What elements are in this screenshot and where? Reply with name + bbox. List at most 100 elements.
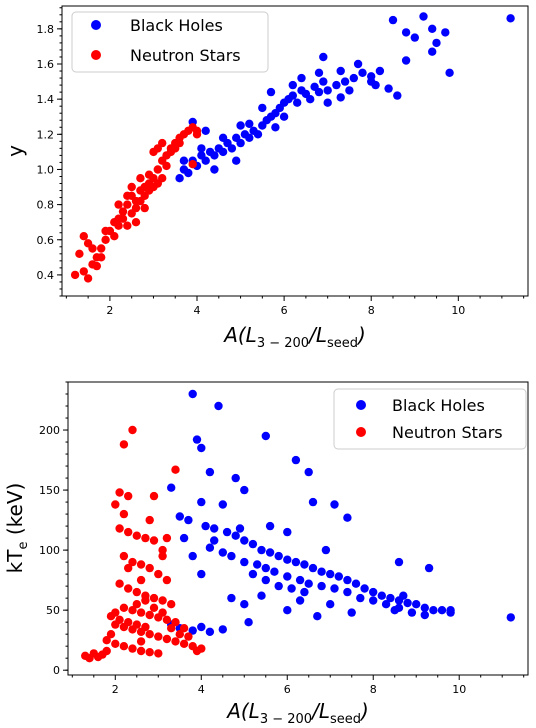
- bottom-point-neutron-stars-7: [145, 515, 154, 525]
- top-point-black-holes-56: [384, 84, 393, 93]
- bottom-point-neutron-stars-14: [119, 551, 129, 561]
- bottom-point-black-holes-57: [317, 581, 326, 591]
- bottom-point-black-holes-73: [197, 622, 206, 632]
- bottom-point-black-holes-38: [377, 591, 386, 600]
- bottom-point-neutron-stars-28: [128, 606, 137, 615]
- top-xtick-label-6: 6: [281, 304, 288, 317]
- bottom-point-black-holes-30: [308, 563, 318, 573]
- bottom-point-black-holes-9: [240, 485, 249, 495]
- bottom-xtick-label-4: 4: [198, 683, 205, 696]
- top-point-neutron-stars-37: [131, 203, 141, 213]
- bottom-point-black-holes-37: [369, 587, 378, 597]
- top-point-black-holes-58: [401, 56, 411, 65]
- top-point-black-holes-52: [297, 73, 306, 83]
- bottom-point-black-holes-12: [218, 500, 227, 509]
- bottom-point-neutron-stars-47: [124, 618, 133, 627]
- top-plot-ylabel: y: [3, 145, 27, 157]
- top-point-black-holes-60: [401, 28, 411, 37]
- bottom-point-black-holes-28: [291, 557, 301, 567]
- top-point-black-holes-53: [319, 77, 328, 86]
- bottom-point-black-holes-6: [304, 467, 313, 477]
- bottom-plot-xlabel: A(L3 − 200/Lseed): [225, 699, 369, 727]
- top-point-black-holes-16: [245, 133, 254, 142]
- bottom-point-black-holes-42: [412, 600, 421, 609]
- bottom-point-black-holes-17: [184, 515, 193, 525]
- top-point-neutron-stars-43: [158, 174, 167, 183]
- bottom-point-black-holes-65: [420, 610, 429, 620]
- bottom-point-neutron-stars-74: [158, 551, 167, 561]
- top-point-black-holes-34: [332, 80, 341, 90]
- top-point-neutron-stars-28: [79, 232, 89, 241]
- top-point-black-holes-54: [345, 86, 354, 95]
- top-point-black-holes-14: [236, 138, 245, 148]
- top-point-neutron-stars-61: [192, 130, 202, 139]
- top-point-black-holes-64: [432, 38, 441, 48]
- top-point-neutron-stars-18: [153, 165, 162, 174]
- bottom-point-neutron-stars-15: [128, 557, 137, 567]
- top-point-neutron-stars-11: [123, 200, 132, 209]
- top-ytick-label-0.4: 0.4: [37, 269, 55, 282]
- top-point-black-holes-6: [201, 156, 210, 165]
- bottom-point-neutron-stars-65: [149, 603, 159, 612]
- top-point-neutron-stars-56: [131, 218, 141, 227]
- bottom-point-neutron-stars-2: [115, 488, 124, 497]
- bottom-point-neutron-stars-41: [171, 637, 180, 646]
- bottom-point-black-holes-88: [446, 606, 455, 615]
- bottom-legend-label-neutron-stars: Neutron Stars: [392, 423, 503, 442]
- bottom-point-neutron-stars-49: [141, 622, 150, 632]
- bottom-point-black-holes-83: [326, 600, 335, 609]
- bottom-point-black-holes-98: [244, 618, 253, 627]
- bottom-point-neutron-stars-5: [111, 500, 120, 509]
- bottom-point-neutron-stars-51: [111, 639, 120, 648]
- top-legend-marker-black-holes: [91, 20, 101, 30]
- bottom-point-neutron-stars-63: [132, 600, 141, 609]
- bottom-point-neutron-stars-17: [145, 563, 154, 573]
- bottom-point-black-holes-90: [394, 557, 404, 567]
- top-scatter-plot: 2 4 6 8 10 0.4 0.6 0.8 1.0 1.2 1.4 1.6 1.8 y A(L3 − …: [3, 5, 529, 351]
- bottom-plot-frame: [67, 381, 529, 676]
- top-point-neutron-stars-55: [123, 191, 132, 200]
- bottom-point-neutron-stars-33: [171, 618, 180, 627]
- bottom-point-black-holes-59: [343, 587, 352, 597]
- bottom-legend-label-black-holes: Black Holes: [392, 396, 485, 415]
- bottom-point-neutron-stars-0: [128, 425, 137, 435]
- top-point-black-holes-62: [419, 12, 428, 21]
- bottom-point-neutron-stars-48: [132, 620, 141, 629]
- bottom-point-black-holes-13: [308, 497, 318, 507]
- bottom-point-black-holes-94: [210, 536, 219, 545]
- bottom-point-neutron-stars-79: [179, 624, 189, 633]
- top-point-black-holes-18: [253, 130, 263, 139]
- top-plot-ticks: 2 4 6 8 10 0.4 0.6 0.8 1.0 1.2 1.4 1.6 1.8: [37, 7, 525, 317]
- bottom-point-black-holes-69: [287, 584, 296, 593]
- bottom-point-black-holes-31: [317, 567, 326, 576]
- top-point-black-holes-12: [227, 144, 237, 153]
- bottom-point-black-holes-25: [265, 548, 275, 557]
- top-point-neutron-stars-49: [136, 174, 145, 183]
- bottom-point-black-holes-22: [240, 536, 249, 545]
- top-point-neutron-stars-35: [123, 221, 132, 230]
- bottom-point-neutron-stars-4: [149, 491, 159, 501]
- top-point-black-holes-10: [218, 147, 228, 157]
- bottom-point-neutron-stars-56: [154, 649, 163, 658]
- bottom-point-black-holes-18: [201, 521, 210, 531]
- bottom-point-black-holes-82: [313, 612, 322, 621]
- top-ytick-label-0.8: 0.8: [37, 199, 55, 212]
- bottom-point-neutron-stars-39: [154, 632, 163, 641]
- bottom-xtick-label-10: 10: [452, 683, 466, 696]
- bottom-point-neutron-stars-62: [102, 646, 111, 656]
- bottom-point-neutron-stars-6: [119, 509, 129, 519]
- bottom-point-black-holes-74: [205, 627, 215, 636]
- top-point-neutron-stars-54: [114, 200, 123, 209]
- bottom-point-neutron-stars-76: [111, 608, 120, 617]
- top-xtick-label-4: 4: [194, 304, 201, 317]
- bottom-point-neutron-stars-70: [192, 646, 202, 656]
- bottom-xtick-label-6: 6: [284, 683, 291, 696]
- bottom-point-black-holes-45: [437, 606, 447, 615]
- bottom-ytick-label-50: 50: [46, 604, 60, 617]
- bottom-point-black-holes-55: [295, 575, 305, 585]
- top-point-neutron-stars-2: [83, 274, 93, 283]
- top-point-black-holes-57: [393, 91, 402, 100]
- bottom-point-black-holes-41: [403, 598, 412, 608]
- top-plot-legend: Black Holes Neutron Stars: [71, 11, 269, 73]
